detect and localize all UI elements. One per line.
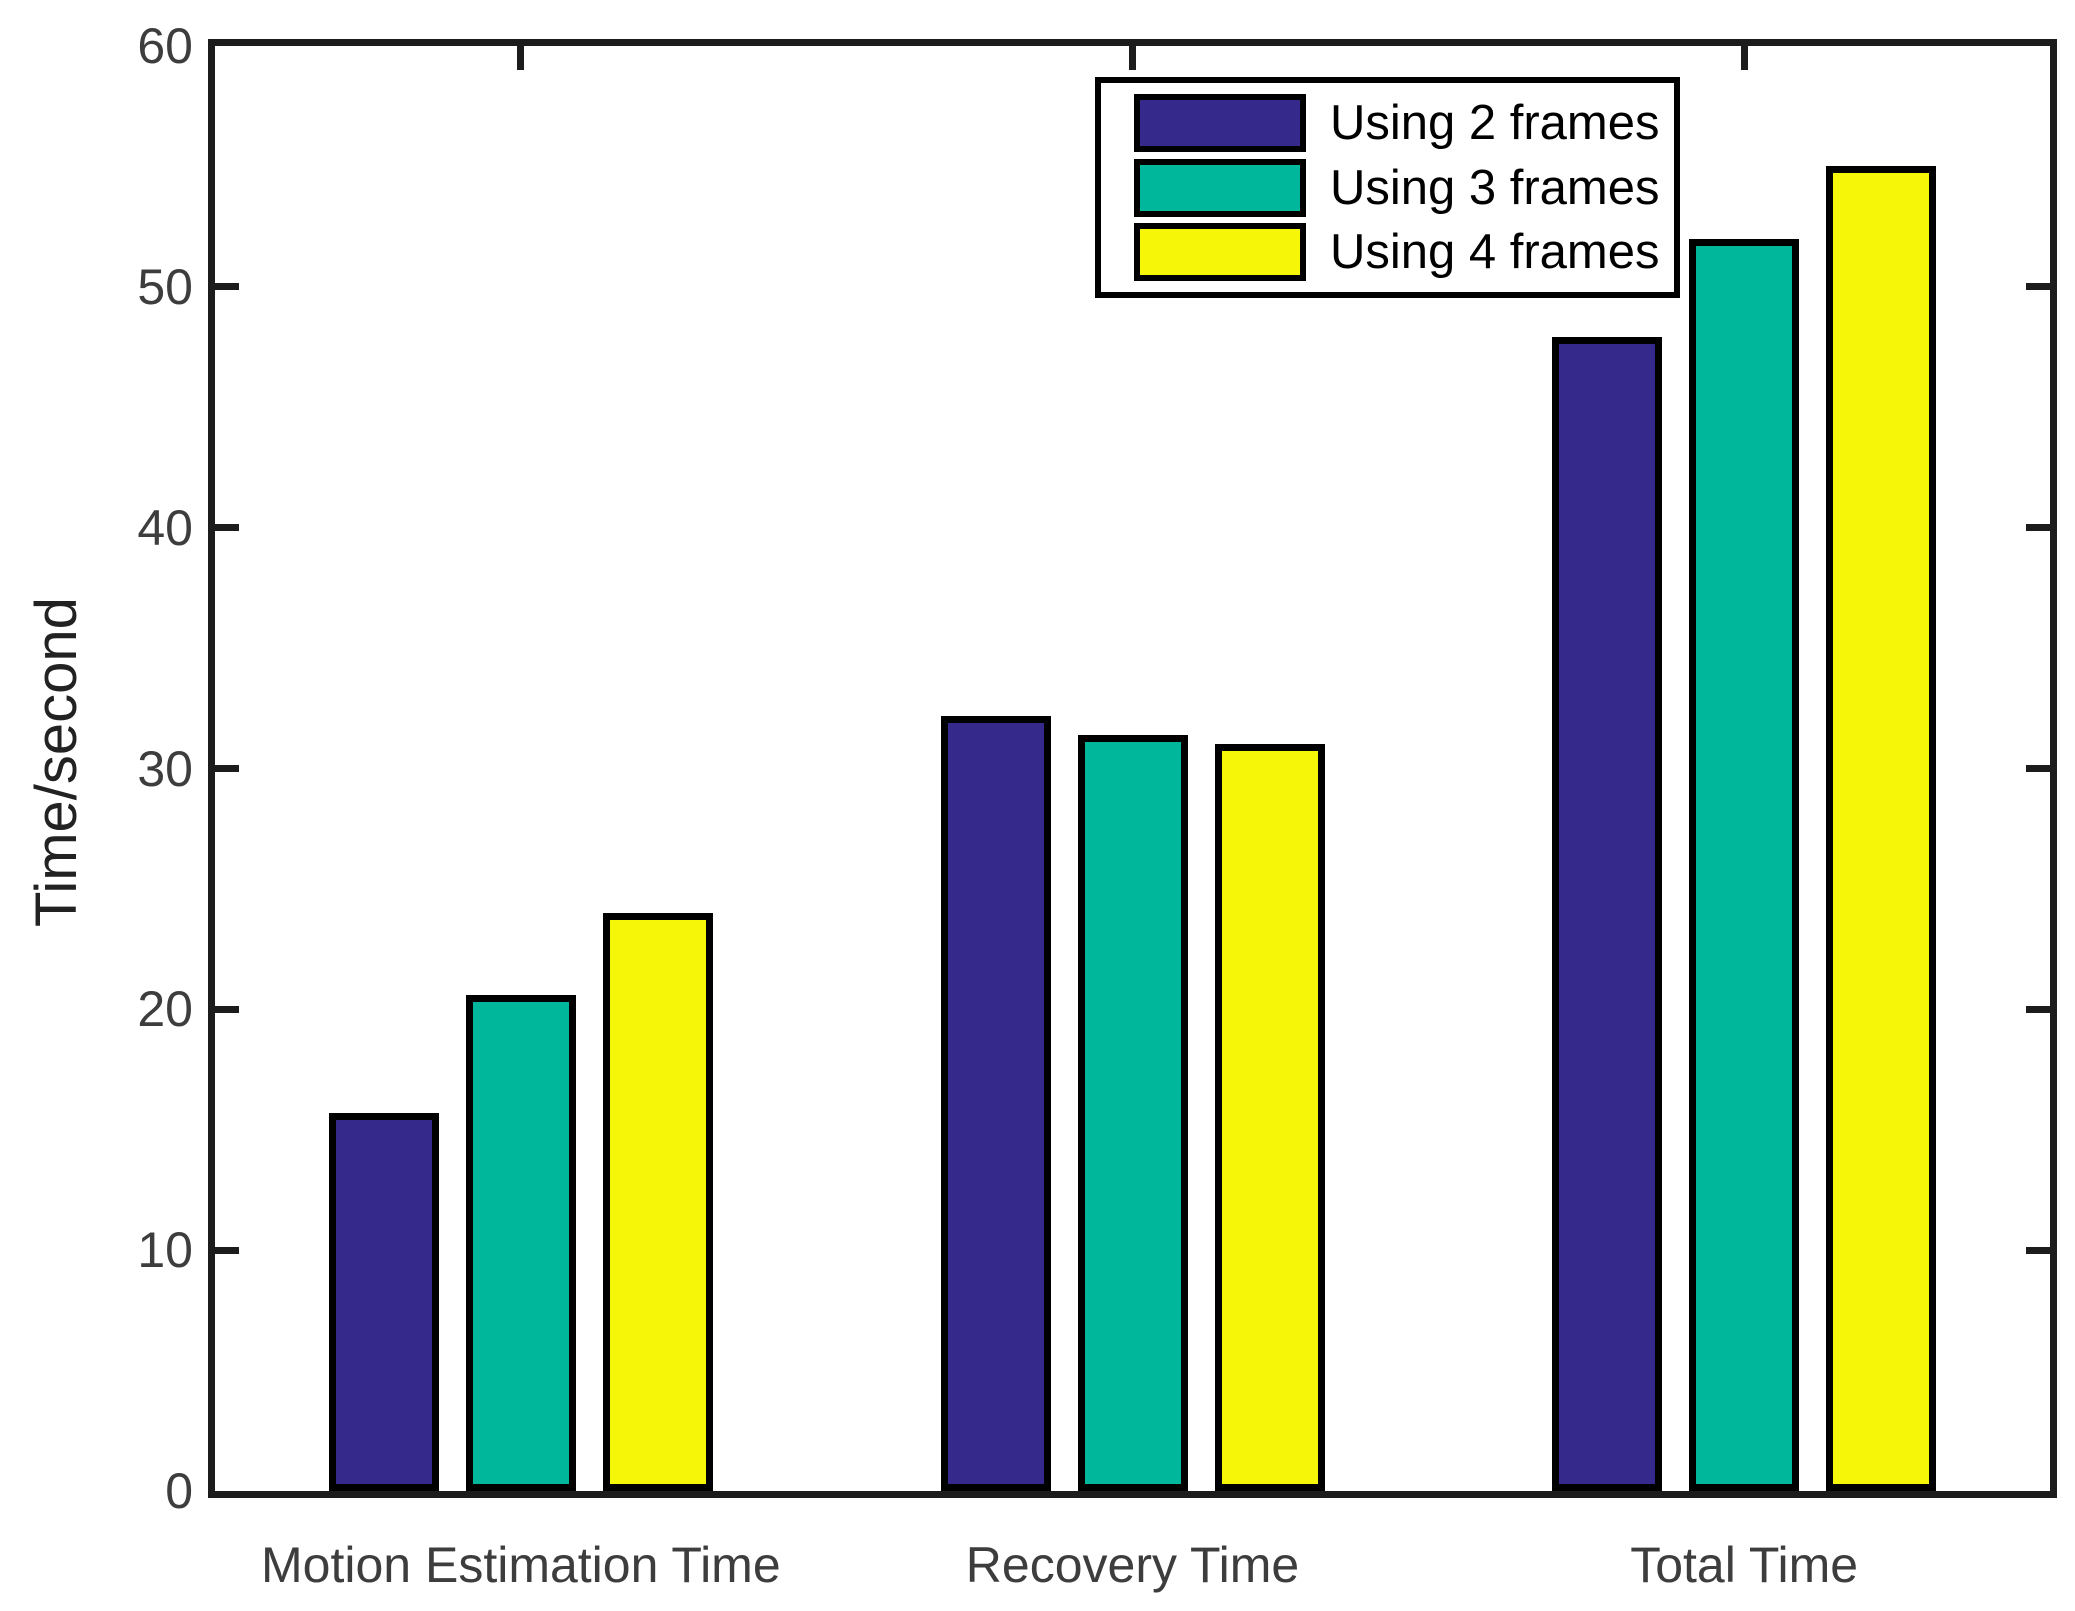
x-axis-top-tick xyxy=(1740,46,1748,70)
x-category-label: Total Time xyxy=(1630,1537,1859,1593)
bar-2-3 xyxy=(1689,238,1800,1491)
legend: Using 2 frames Using 3 frames Using 4 fram… xyxy=(1095,77,1680,298)
plot-area: Using 2 frames Using 3 frames Using 4 fram… xyxy=(208,39,2057,1498)
y-tick-label: 40 xyxy=(137,499,193,556)
bar-1-2 xyxy=(940,715,1051,1491)
bar-3-3 xyxy=(1826,166,1937,1491)
bar-2-1 xyxy=(465,994,576,1491)
y-tick-label: 60 xyxy=(137,18,193,74)
bar-1-3 xyxy=(1552,337,1663,1491)
y-axis-tick xyxy=(215,765,239,772)
y-axis-tick xyxy=(2026,1246,2050,1254)
legend-label: Using 2 frames xyxy=(1330,95,1660,150)
legend-label: Using 3 frames xyxy=(1330,160,1660,215)
legend-swatch xyxy=(1134,158,1306,217)
legend-swatch xyxy=(1134,93,1306,152)
legend-item: Using 3 frames xyxy=(1134,158,1674,217)
y-axis-tick xyxy=(215,524,239,532)
legend-item: Using 4 frames xyxy=(1134,223,1674,282)
y-axis-tick xyxy=(2026,765,2050,772)
bar-3-2 xyxy=(1214,744,1325,1491)
legend-item: Using 2 frames xyxy=(1134,93,1674,152)
legend-swatch xyxy=(1134,223,1306,282)
y-axis-tick xyxy=(215,1005,239,1013)
x-axis-top-tick xyxy=(1129,46,1136,70)
y-axis-tick xyxy=(215,283,239,291)
x-axis-top-tick xyxy=(517,46,525,70)
x-category-label: Motion Estimation Time xyxy=(261,1537,781,1593)
bar-1-1 xyxy=(328,1112,439,1491)
legend-label: Using 4 frames xyxy=(1330,225,1660,280)
y-axis-tick xyxy=(2026,1005,2050,1013)
y-tick-label: 0 xyxy=(165,1463,193,1519)
y-axis-tick xyxy=(2026,283,2050,291)
bar-2-2 xyxy=(1077,734,1188,1491)
y-tick-label: 30 xyxy=(137,740,193,797)
y-tick-label: 10 xyxy=(137,1222,193,1279)
bar-3-1 xyxy=(602,913,713,1491)
y-axis-tick xyxy=(2026,524,2050,532)
y-axis-tick xyxy=(215,1246,239,1254)
y-tick-label: 20 xyxy=(137,981,193,1038)
x-category-label: Recovery Time xyxy=(965,1537,1300,1593)
y-tick-label: 50 xyxy=(137,258,193,315)
